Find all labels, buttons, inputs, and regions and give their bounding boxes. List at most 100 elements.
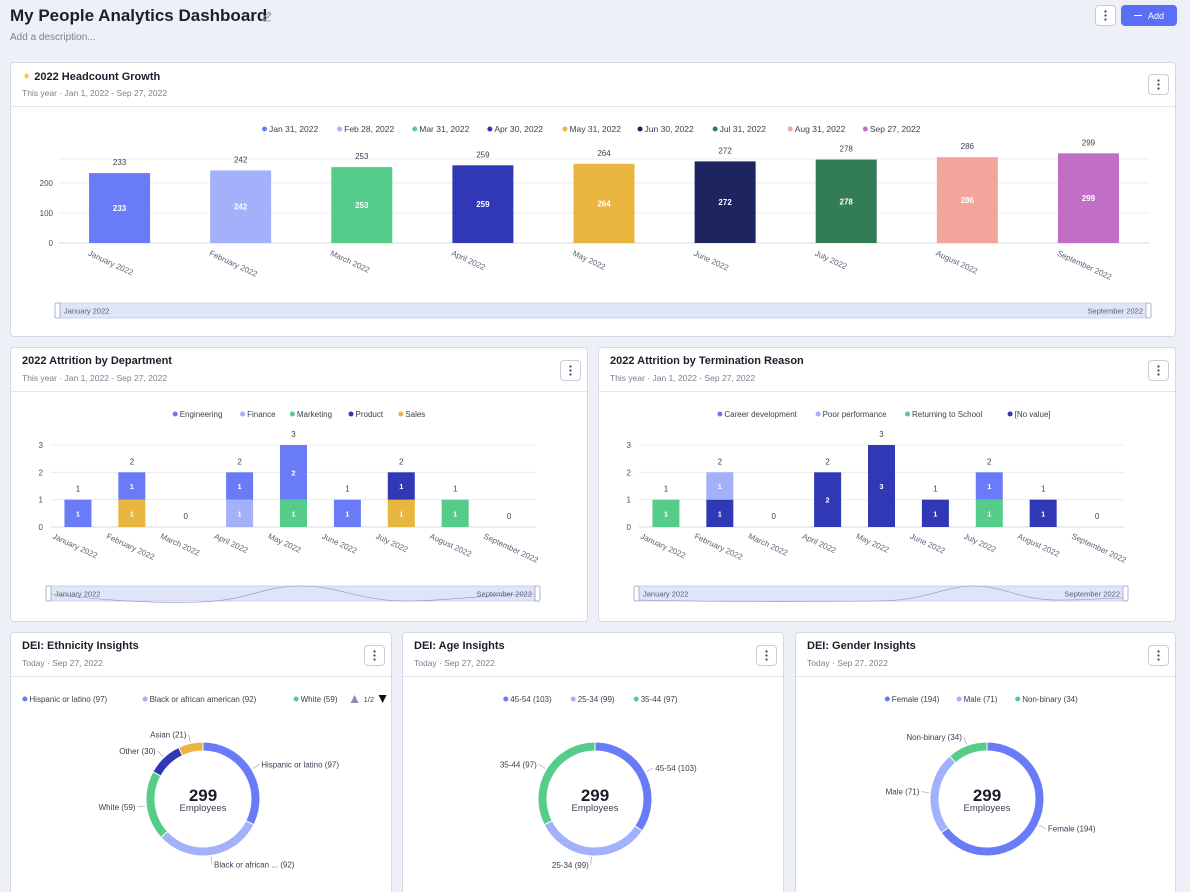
- chart-legend: 45-54 (103) 25-34 (99) 35-44 (97): [503, 695, 678, 704]
- slider-handle-left[interactable]: [633, 585, 640, 602]
- bar-segment-label: 1: [399, 509, 403, 518]
- range-slider: January 2022 September 2022: [54, 302, 1152, 319]
- legend-marker: [172, 411, 178, 417]
- x-tick-label: September 2022: [482, 532, 540, 565]
- bar-segment-label: 1: [718, 509, 722, 518]
- bar-segment: [441, 499, 469, 527]
- x-tick-label: May 2022: [855, 532, 891, 555]
- bar-segment-label: 1: [238, 482, 242, 491]
- y-tick-label: 3: [627, 441, 632, 450]
- dashboard-more-button[interactable]: [1095, 5, 1116, 26]
- chart-legend: Jan 31, 2022 Feb 28, 2022 Mar 31, 2022 Apr …: [262, 124, 921, 134]
- slider-handle-right[interactable]: [1122, 585, 1129, 602]
- bar-segment-label: 1: [399, 482, 403, 491]
- legend-label: Finance: [247, 410, 276, 419]
- bar-total-label: 0: [771, 512, 776, 521]
- slice-label: Asian (21): [150, 731, 187, 740]
- donut-center-value: 299: [581, 786, 609, 805]
- slider-sparkline: [50, 585, 537, 603]
- bar-value-label: 286: [961, 142, 975, 151]
- bar-total-label: 2: [718, 457, 723, 466]
- bar-total-label: 0: [183, 512, 188, 521]
- age-insights-card: 45-54 (103) 25-34 (99) 35-44 (97) 45-54 (10…: [402, 632, 784, 892]
- bar-value-label: 264: [597, 149, 611, 158]
- bar-segment: [387, 499, 415, 527]
- add-button[interactable]: Add: [1121, 5, 1177, 26]
- bar-segment-label: 1: [345, 509, 349, 518]
- legend-marker: [905, 411, 910, 417]
- bar-total-label: 2: [987, 457, 992, 466]
- bar-total-label: 1: [345, 485, 350, 494]
- pencil-icon[interactable]: [261, 10, 273, 22]
- age-donut-chart: 45-54 (103) 25-34 (99) 35-44 (97) 45-54 (10…: [500, 695, 697, 870]
- card-more-button[interactable]: [1148, 74, 1169, 95]
- bar-inner-label: 242: [234, 203, 248, 212]
- bar-total-label: 1: [76, 485, 81, 494]
- legend-marker: [1007, 411, 1013, 417]
- legend-page-indicator: 1/2: [364, 695, 374, 704]
- card-more-button[interactable]: [364, 645, 385, 666]
- bar-total-label: 1: [664, 485, 669, 494]
- legend-label: Apr 30, 2022: [494, 124, 543, 134]
- donut-center-value: 299: [189, 786, 217, 805]
- slider-handle-right[interactable]: [1145, 302, 1152, 319]
- legend-marker: [712, 126, 718, 132]
- bar: [936, 157, 998, 243]
- legend-marker: [562, 126, 568, 132]
- legend-marker: [262, 126, 268, 132]
- sparkle-icon: ✴: [22, 71, 32, 83]
- bar-segment: [387, 472, 415, 500]
- legend-marker: [633, 696, 639, 702]
- chart-legend: Hispanic or latino (97) Black or african …: [22, 695, 338, 704]
- add-button-label: Add: [1147, 10, 1164, 21]
- bar: [210, 170, 272, 243]
- legend-next-page-icon[interactable]: [378, 695, 387, 703]
- donut-slice: [929, 755, 957, 834]
- kebab-icon: [1157, 650, 1160, 661]
- bar-segment-label: 2: [826, 496, 830, 505]
- card-title: ✴ 2022 Headcount Growth: [22, 70, 160, 83]
- bar-segment-label: 1: [453, 509, 457, 518]
- y-tick-label: 1: [627, 496, 632, 505]
- card-more-button[interactable]: [1148, 645, 1169, 666]
- legend-prev-page-icon[interactable]: [350, 695, 359, 703]
- bar-value-label: 299: [1082, 138, 1096, 147]
- y-tick-label: 3: [39, 441, 44, 450]
- range-slider: January 2022 September 2022: [45, 585, 541, 603]
- bar-segment-label: 3: [879, 482, 883, 491]
- donut-slice: [145, 771, 169, 839]
- slider-handle-right[interactable]: [534, 585, 541, 602]
- slider-track: [56, 302, 1150, 319]
- card-title: 2022 Attrition by Department: [22, 355, 172, 367]
- card-more-button[interactable]: [756, 645, 777, 666]
- x-tick-label: March 2022: [747, 532, 790, 558]
- x-tick-label: June 2022: [909, 532, 947, 556]
- legend-label: Aug 31, 2022: [795, 124, 846, 134]
- slice-label: White (59): [99, 803, 136, 812]
- description-input[interactable]: Add a description...: [10, 32, 96, 43]
- bar-value-label: 233: [113, 158, 127, 167]
- bar-segment-label: 1: [933, 509, 937, 518]
- bar-inner-label: 253: [355, 201, 369, 210]
- slider-track: [635, 585, 1127, 602]
- kebab-icon: [373, 650, 376, 661]
- card-more-button[interactable]: [560, 360, 581, 381]
- legend-label: Feb 28, 2022: [344, 124, 394, 134]
- bar-segment: [226, 499, 254, 527]
- bar: [452, 165, 514, 243]
- legend-marker: [487, 126, 493, 132]
- bar-segment: [975, 499, 1003, 527]
- slider-handle-left[interactable]: [45, 585, 52, 602]
- gender-insights-card: Female (194) Male (71) Non-binary (34) Fema…: [795, 632, 1176, 892]
- bar-segment: [921, 499, 949, 527]
- donut-slice: [543, 819, 643, 857]
- divider: [599, 391, 1175, 392]
- slice-label: 45-54 (103): [655, 764, 697, 773]
- card-more-button[interactable]: [1148, 360, 1169, 381]
- bar-inner-label: 259: [476, 200, 490, 209]
- slider-handle-left[interactable]: [54, 302, 61, 319]
- chart-legend: Engineering Finance Marketing Product Sales: [172, 410, 425, 419]
- slice-leader-line: [921, 791, 930, 793]
- legend-marker: [293, 696, 299, 702]
- x-tick-label: April 2022: [801, 532, 838, 556]
